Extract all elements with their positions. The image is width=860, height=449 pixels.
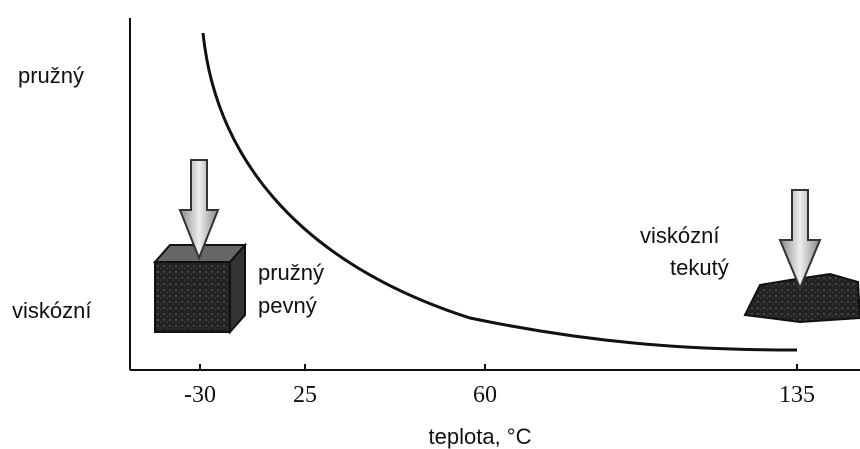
right-state-line2: tekutý	[670, 255, 729, 280]
curve	[201, 32, 798, 352]
right-arrow	[778, 189, 822, 291]
tick-marks	[199, 364, 798, 370]
cube	[152, 242, 248, 335]
x-axis-label: teplota, °C	[429, 424, 532, 449]
y-label-bottom: viskózní	[12, 298, 91, 323]
y-label-top: pružný	[18, 63, 84, 88]
left-arrow	[178, 159, 220, 261]
left-state-line2: pevný	[258, 293, 317, 318]
fluid-blob	[743, 272, 860, 324]
x-tick-label: -30	[184, 382, 216, 408]
x-tick-label: 60	[473, 382, 497, 408]
right-state-line1: viskózní	[640, 223, 719, 248]
x-tick-label: 25	[293, 382, 317, 408]
left-state-line1: pružný	[258, 260, 324, 285]
x-tick-label: 135	[779, 382, 815, 408]
